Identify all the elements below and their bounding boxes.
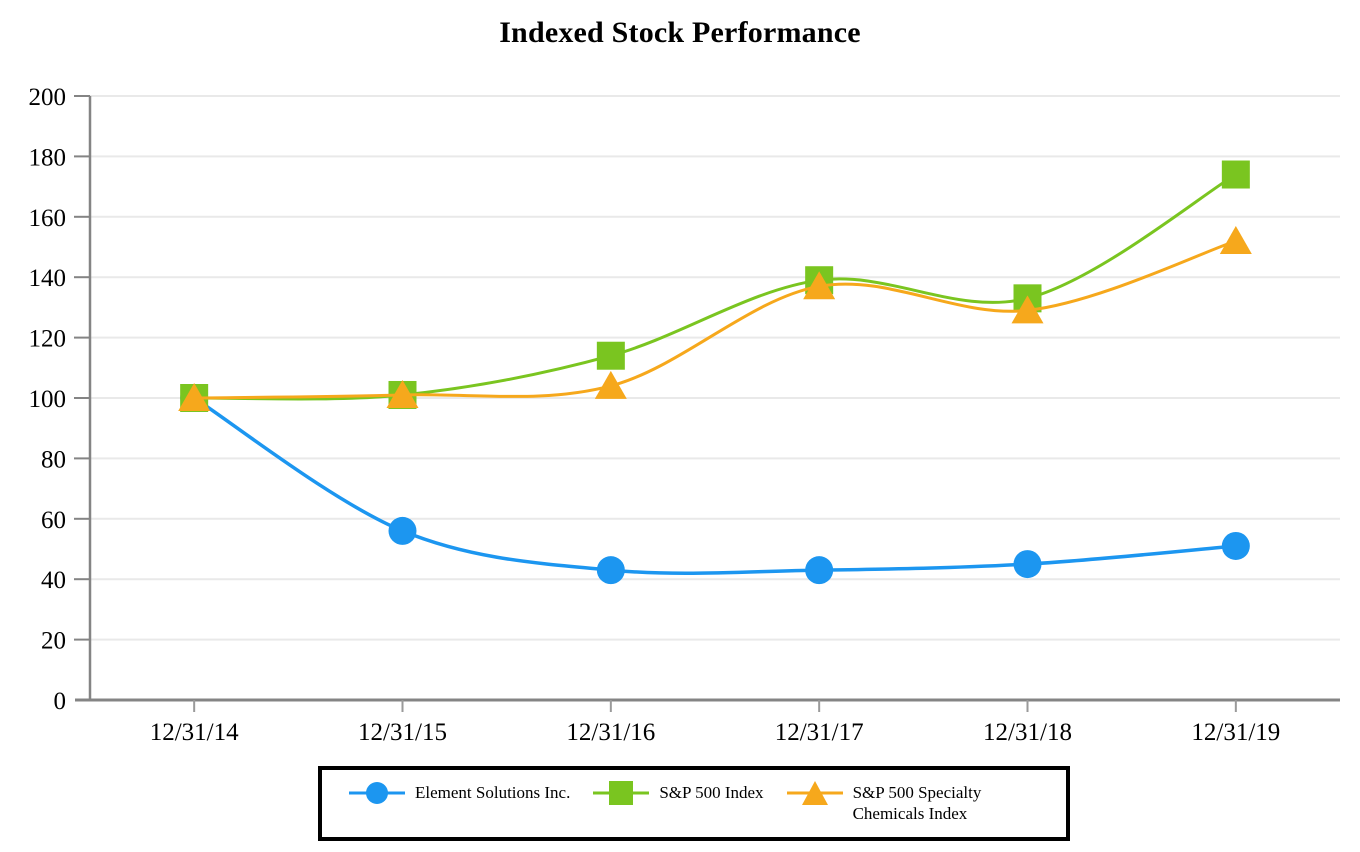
legend-label: Element Solutions Inc. [415, 783, 571, 802]
svg-text:120: 120 [29, 326, 67, 353]
svg-text:180: 180 [29, 144, 67, 171]
svg-text:60: 60 [41, 507, 66, 534]
series-circle [180, 384, 1250, 585]
series-triangle [178, 225, 1252, 411]
svg-text:12/31/15: 12/31/15 [358, 719, 447, 746]
y-axis: 0 20 40 60 80 100 120 140 160 180 200 [29, 84, 90, 715]
svg-text:12/31/14: 12/31/14 [150, 719, 239, 746]
chart-title: Indexed Stock Performance [499, 16, 861, 49]
circle-marker-icon [349, 782, 405, 804]
svg-text:80: 80 [41, 446, 66, 473]
legend-entry-sp500: S&P 500 Index [592, 779, 764, 806]
series-square [180, 160, 1250, 412]
x-axis: 12/31/14 12/31/15 12/31/16 12/31/17 12/31/18… [150, 700, 1280, 746]
legend-label: S&P 500 Index [659, 783, 764, 802]
svg-text:12/31/16: 12/31/16 [566, 719, 655, 746]
svg-text:200: 200 [29, 84, 67, 111]
square-marker-icon [593, 781, 650, 805]
legend-entry-specialty-chemicals: S&P 500 Specialty Chemicals Index [786, 779, 993, 824]
svg-text:140: 140 [29, 265, 67, 292]
chart-legend: Element Solutions Inc. S&P 500 Index S&P… [318, 766, 1070, 841]
svg-text:160: 160 [29, 205, 67, 232]
gridlines [90, 95, 1340, 641]
legend-label: S&P 500 Specialty Chemicals Index [852, 783, 982, 823]
svg-text:100: 100 [29, 386, 67, 413]
svg-text:12/31/19: 12/31/19 [1191, 719, 1280, 746]
svg-text:0: 0 [54, 688, 67, 715]
svg-text:12/31/17: 12/31/17 [775, 719, 864, 746]
svg-text:12/31/18: 12/31/18 [983, 719, 1072, 746]
svg-text:40: 40 [41, 567, 66, 594]
triangle-marker-icon [786, 781, 843, 805]
legend-entry-element-solutions: Element Solutions Inc. [348, 779, 570, 806]
svg-text:20: 20 [41, 628, 66, 655]
